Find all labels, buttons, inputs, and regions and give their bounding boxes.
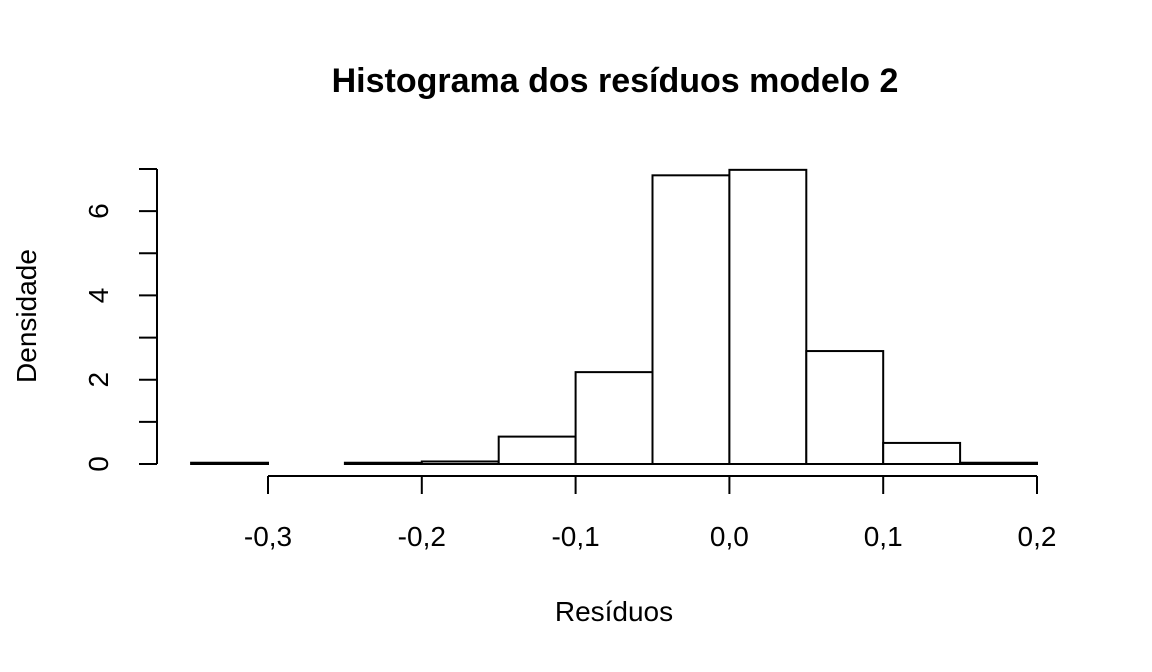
y-axis-label: Densidade bbox=[11, 249, 42, 383]
x-tick-label: 0,1 bbox=[864, 521, 903, 552]
histogram-bar bbox=[805, 350, 885, 465]
histogram-bar bbox=[959, 461, 1038, 466]
x-axis: -0,3 -0,2 -0,1 0,0 0,1 0,2 bbox=[244, 475, 1057, 552]
histogram-bar bbox=[728, 168, 808, 465]
x-tick-label: 0,2 bbox=[1018, 521, 1057, 552]
histogram-bar bbox=[343, 461, 423, 466]
y-tick-label: 0 bbox=[83, 456, 114, 472]
chart-title: Histograma dos resíduos modelo 2 bbox=[332, 62, 899, 100]
histogram-bar bbox=[574, 371, 654, 465]
x-tick-label: -0,2 bbox=[398, 521, 446, 552]
y-tick-label: 6 bbox=[83, 203, 114, 219]
bars-group bbox=[190, 168, 1038, 466]
x-tick-label: -0,1 bbox=[551, 521, 599, 552]
x-axis-label: Resíduos bbox=[555, 596, 673, 627]
histogram-bar bbox=[651, 174, 731, 465]
y-tick-label: 2 bbox=[83, 372, 114, 388]
histogram-bar bbox=[882, 441, 962, 465]
x-tick-label: -0,3 bbox=[244, 521, 292, 552]
y-axis: 0 2 4 6 bbox=[83, 168, 158, 472]
histogram-bar bbox=[190, 461, 270, 466]
x-tick-label: 0,0 bbox=[710, 521, 749, 552]
histogram-bar bbox=[497, 435, 577, 466]
histogram-bar bbox=[420, 460, 500, 466]
y-tick-label: 4 bbox=[83, 288, 114, 304]
